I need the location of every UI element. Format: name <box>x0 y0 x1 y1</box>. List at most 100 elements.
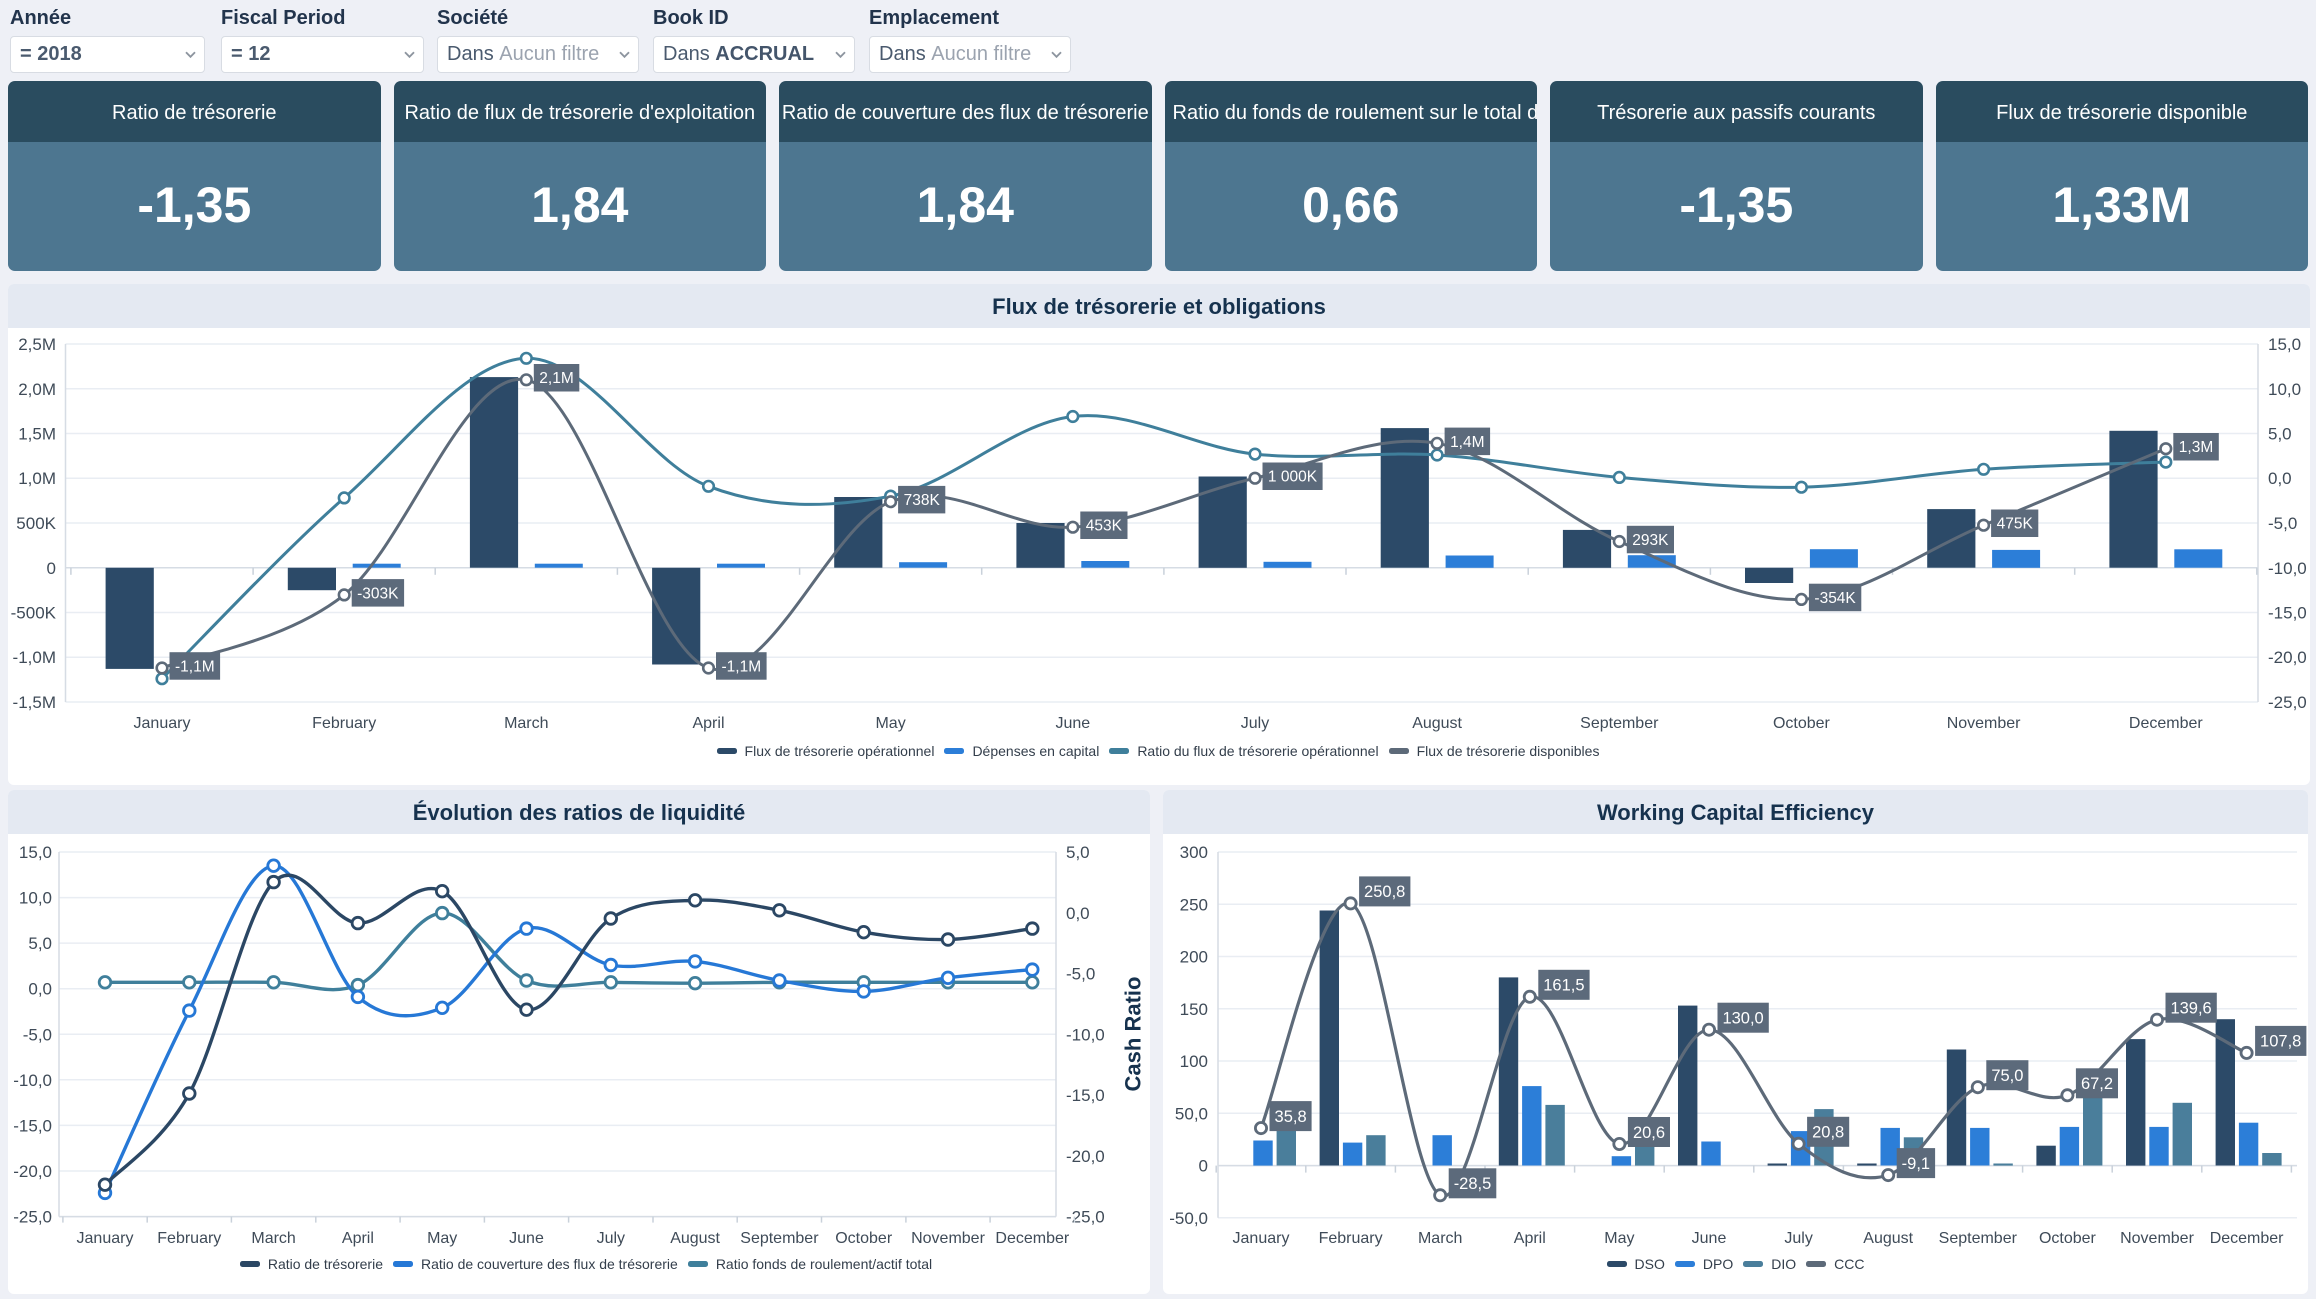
svg-text:-303K: -303K <box>357 585 399 602</box>
svg-text:200: 200 <box>1180 948 1208 967</box>
svg-text:10,0: 10,0 <box>2268 380 2301 399</box>
svg-text:March: March <box>1418 1230 1462 1247</box>
svg-text:June: June <box>1055 715 1090 732</box>
svg-text:-1,5M: -1,5M <box>13 693 56 712</box>
svg-text:-5,0: -5,0 <box>1066 965 1095 984</box>
svg-text:-1,1M: -1,1M <box>175 658 215 675</box>
svg-text:139,6: 139,6 <box>2170 999 2211 1017</box>
svg-text:5,0: 5,0 <box>28 934 52 953</box>
svg-text:-28,5: -28,5 <box>1454 1175 1492 1193</box>
svg-text:April: April <box>342 1230 374 1247</box>
svg-text:September: September <box>1939 1230 2018 1247</box>
svg-text:1,5M: 1,5M <box>18 425 56 444</box>
svg-text:-20,0: -20,0 <box>1066 1147 1105 1166</box>
svg-text:October: October <box>1773 715 1831 732</box>
svg-text:March: March <box>251 1230 295 1247</box>
svg-text:April: April <box>692 715 724 732</box>
svg-text:July: July <box>1784 1230 1812 1247</box>
svg-text:July: July <box>1241 715 1269 732</box>
svg-text:-1,1M: -1,1M <box>721 658 761 675</box>
svg-text:738K: 738K <box>904 492 941 509</box>
svg-text:35,8: 35,8 <box>1275 1108 1307 1126</box>
svg-text:-10,0: -10,0 <box>2268 559 2307 578</box>
svg-text:0,0: 0,0 <box>28 980 52 999</box>
svg-text:September: September <box>740 1230 819 1247</box>
svg-text:150: 150 <box>1180 1000 1208 1019</box>
svg-text:453K: 453K <box>1086 518 1123 535</box>
svg-text:April: April <box>1514 1230 1546 1247</box>
svg-text:107,8: 107,8 <box>2260 1033 2301 1051</box>
svg-text:-25,0: -25,0 <box>13 1208 52 1227</box>
svg-text:February: February <box>157 1230 221 1247</box>
svg-text:December: December <box>2129 715 2203 732</box>
svg-text:0,0: 0,0 <box>1066 904 1090 923</box>
svg-text:1 000K: 1 000K <box>1268 469 1318 486</box>
svg-text:August: August <box>1863 1230 1913 1247</box>
svg-text:67,2: 67,2 <box>2081 1075 2113 1093</box>
svg-text:October: October <box>835 1230 893 1247</box>
svg-text:November: November <box>1947 715 2021 732</box>
svg-text:-500K: -500K <box>11 604 57 623</box>
svg-text:2,1M: 2,1M <box>539 370 573 387</box>
svg-text:-5,0: -5,0 <box>2268 514 2297 533</box>
svg-text:January: January <box>77 1230 134 1247</box>
svg-text:-20,0: -20,0 <box>2268 648 2307 667</box>
svg-text:October: October <box>2039 1230 2097 1247</box>
svg-text:-15,0: -15,0 <box>1066 1086 1105 1105</box>
svg-text:May: May <box>1604 1230 1634 1247</box>
svg-text:-15,0: -15,0 <box>2268 604 2307 623</box>
svg-text:10,0: 10,0 <box>19 889 52 908</box>
svg-text:0: 0 <box>1199 1157 1208 1176</box>
svg-text:August: August <box>1412 715 1462 732</box>
svg-text:300: 300 <box>1180 843 1208 862</box>
svg-text:20,6: 20,6 <box>1633 1124 1665 1142</box>
svg-text:-1,0M: -1,0M <box>13 648 56 667</box>
svg-text:250,8: 250,8 <box>1364 883 1405 901</box>
svg-text:0,0: 0,0 <box>2268 469 2292 488</box>
svg-text:May: May <box>427 1230 457 1247</box>
svg-text:May: May <box>875 715 905 732</box>
svg-text:5,0: 5,0 <box>1066 843 1090 862</box>
svg-text:-50,0: -50,0 <box>1169 1209 1208 1228</box>
svg-text:-25,0: -25,0 <box>1066 1208 1105 1227</box>
svg-text:50,0: 50,0 <box>1175 1104 1208 1123</box>
svg-text:December: December <box>2210 1230 2284 1247</box>
svg-text:20,8: 20,8 <box>1812 1124 1844 1142</box>
svg-text:September: September <box>1580 715 1659 732</box>
svg-text:1,0M: 1,0M <box>18 469 56 488</box>
svg-text:July: July <box>597 1230 625 1247</box>
svg-text:130,0: 130,0 <box>1722 1010 1763 1028</box>
svg-text:November: November <box>911 1230 985 1247</box>
svg-text:-10,0: -10,0 <box>1066 1025 1105 1044</box>
svg-text:500K: 500K <box>16 514 56 533</box>
svg-text:June: June <box>1692 1230 1727 1247</box>
svg-text:0: 0 <box>47 559 56 578</box>
svg-text:161,5: 161,5 <box>1543 977 1584 995</box>
svg-text:-354K: -354K <box>1814 590 1856 607</box>
svg-text:June: June <box>509 1230 544 1247</box>
svg-text:-20,0: -20,0 <box>13 1162 52 1181</box>
svg-text:15,0: 15,0 <box>19 843 52 862</box>
svg-text:100: 100 <box>1180 1052 1208 1071</box>
svg-text:August: August <box>670 1230 720 1247</box>
svg-text:January: January <box>134 715 191 732</box>
svg-text:December: December <box>995 1230 1069 1247</box>
svg-text:2,5M: 2,5M <box>18 335 56 354</box>
svg-text:-15,0: -15,0 <box>13 1116 52 1135</box>
svg-text:-5,0: -5,0 <box>23 1025 52 1044</box>
svg-text:475K: 475K <box>1997 516 2034 533</box>
svg-text:February: February <box>312 715 376 732</box>
svg-text:250: 250 <box>1180 895 1208 914</box>
svg-text:1,4M: 1,4M <box>1450 434 1484 451</box>
svg-text:-25,0: -25,0 <box>2268 693 2307 712</box>
svg-text:November: November <box>2120 1230 2194 1247</box>
svg-text:1,3M: 1,3M <box>2179 439 2213 456</box>
svg-text:75,0: 75,0 <box>1991 1067 2023 1085</box>
svg-text:March: March <box>504 715 548 732</box>
svg-text:February: February <box>1319 1230 1383 1247</box>
svg-text:5,0: 5,0 <box>2268 425 2292 444</box>
svg-text:January: January <box>1233 1230 1290 1247</box>
svg-text:-10,0: -10,0 <box>13 1071 52 1090</box>
svg-text:15,0: 15,0 <box>2268 335 2301 354</box>
svg-text:-9,1: -9,1 <box>1902 1155 1930 1173</box>
